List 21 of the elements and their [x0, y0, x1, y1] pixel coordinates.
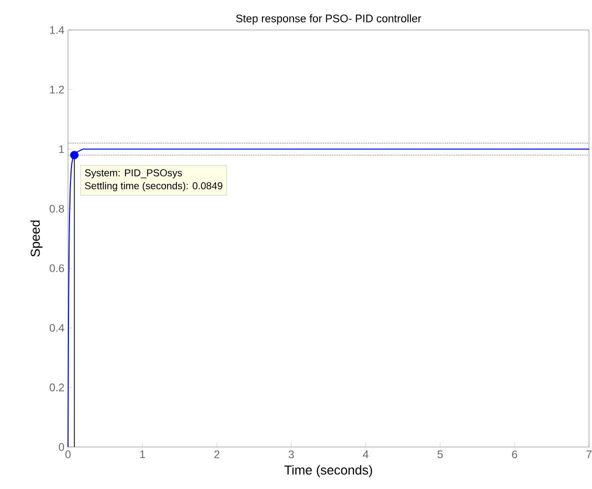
y-tick-label: 0.6	[50, 264, 64, 272]
x-tick-label: 5	[438, 450, 443, 458]
x-tick-label: 6	[512, 450, 518, 458]
y-tick-label: 1.2	[50, 86, 64, 94]
y-tick-label: 0.4	[50, 324, 64, 332]
x-tick-label: 0	[65, 450, 71, 458]
x-tick-label: 4	[362, 450, 368, 458]
y-axis-title: Speed	[30, 220, 42, 257]
x-tick-label: 7	[586, 450, 592, 458]
x-tick-label: 1	[140, 450, 145, 458]
y-tick-label: 0.8	[50, 204, 64, 213]
chart-title: Step response for PSO- PID controller	[236, 14, 422, 24]
y-tick-label: 1	[59, 145, 64, 153]
x-tick-label: 3	[288, 450, 294, 458]
y-tick-label: 0	[58, 443, 64, 451]
x-axis-title: Time (seconds)	[284, 465, 372, 478]
x-tick-label: 2	[214, 450, 220, 458]
annotation: Settling time (seconds): 0.0849	[84, 182, 222, 192]
y-tick-label: 0.2	[50, 384, 64, 392]
annotation: System: PID_PSOsys	[84, 169, 182, 178]
y-tick-label: 1.4	[50, 26, 64, 34]
